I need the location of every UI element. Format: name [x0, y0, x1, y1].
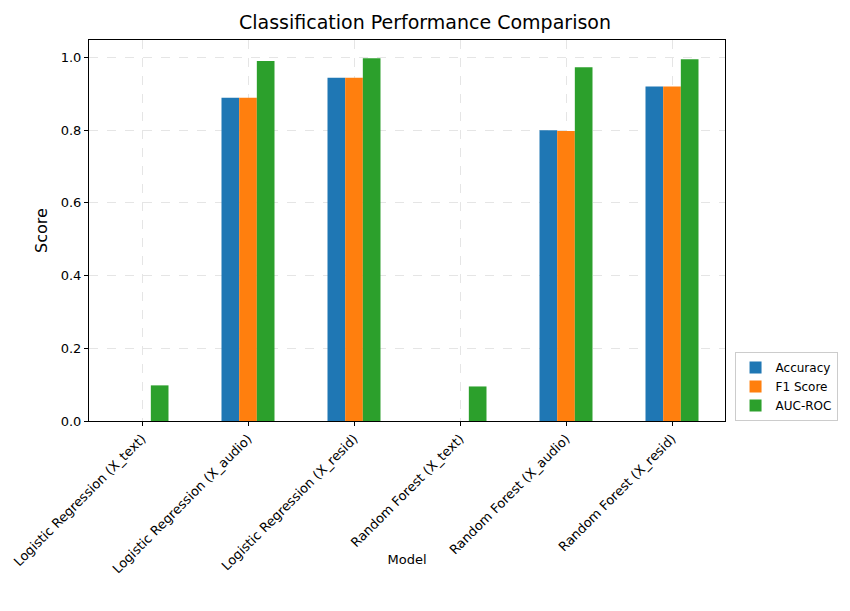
svg-text:Logistic Regression (X_text): Logistic Regression (X_text)	[11, 431, 149, 569]
svg-text:0.4: 0.4	[61, 268, 82, 283]
svg-text:Classification Performance Com: Classification Performance Comparison	[239, 11, 611, 33]
svg-text:0.8: 0.8	[61, 123, 82, 138]
svg-text:Logistic Regression (X_audio): Logistic Regression (X_audio)	[109, 431, 254, 576]
svg-text:F1 Score: F1 Score	[776, 380, 828, 394]
svg-text:Random Forest (X_audio): Random Forest (X_audio)	[446, 431, 572, 557]
svg-text:Model: Model	[387, 552, 426, 567]
svg-text:Random Forest (X_resid): Random Forest (X_resid)	[556, 431, 679, 554]
svg-text:1.0: 1.0	[61, 50, 82, 65]
svg-text:AUC-ROC: AUC-ROC	[776, 399, 832, 413]
svg-text:0.0: 0.0	[61, 414, 82, 429]
svg-text:Random Forest (X_text): Random Forest (X_text)	[348, 431, 467, 550]
svg-text:Score: Score	[32, 208, 51, 253]
svg-text:Accuracy: Accuracy	[776, 361, 831, 375]
svg-text:0.6: 0.6	[61, 195, 82, 210]
svg-text:0.2: 0.2	[61, 341, 82, 356]
svg-text:Logistic Regression (X_resid): Logistic Regression (X_resid)	[219, 431, 361, 573]
